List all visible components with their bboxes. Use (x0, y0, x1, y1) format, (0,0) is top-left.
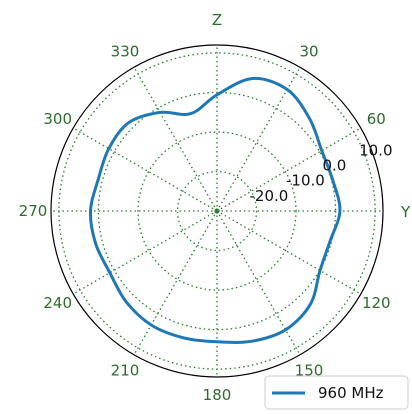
radial-tick-label: 0.0 (323, 157, 347, 175)
angle-tick-label: 330 (111, 43, 140, 61)
legend-label: 960 MHz (318, 384, 384, 402)
radial-gridline (176, 170, 258, 252)
angle-gridline (216, 210, 301, 356)
radial-gridline (137, 131, 297, 291)
angle-gridline (133, 210, 218, 356)
axis-name-z: Z (212, 11, 222, 29)
angle-tick-label: 270 (19, 202, 48, 220)
angle-tick-label: 120 (362, 294, 391, 312)
angle-gridline (133, 66, 218, 212)
angle-tick-label: 180 (203, 386, 232, 404)
series-line-960mhz (88, 76, 342, 344)
angle-gridline (72, 210, 218, 295)
angle-tick-label: 240 (43, 294, 72, 312)
angle-gridline (216, 66, 301, 212)
angle-tick-label: 60 (367, 110, 386, 128)
series-layer (88, 76, 342, 344)
legend: 960 MHz (264, 375, 409, 410)
axis-name-y: Y (400, 203, 411, 221)
legend-box (264, 375, 409, 410)
radial-gridline (97, 91, 337, 331)
radial-tick-label: -10.0 (286, 172, 325, 190)
radial-tick-label: 10.0 (359, 142, 392, 160)
angle-gridline (72, 127, 218, 212)
angle-tick-label: 30 (299, 43, 318, 61)
radial-gridline (58, 52, 376, 370)
angle-tick-label: 300 (43, 110, 72, 128)
angle-gridline (216, 127, 362, 212)
angle-gridline (216, 210, 362, 295)
grid-layer (51, 45, 383, 377)
angle-tick-label: 150 (295, 361, 324, 379)
angle-tick-label: 210 (111, 361, 140, 379)
outer-ring (50, 44, 384, 378)
center-dot (214, 208, 220, 214)
radial-tick-label: -20.0 (250, 187, 289, 205)
